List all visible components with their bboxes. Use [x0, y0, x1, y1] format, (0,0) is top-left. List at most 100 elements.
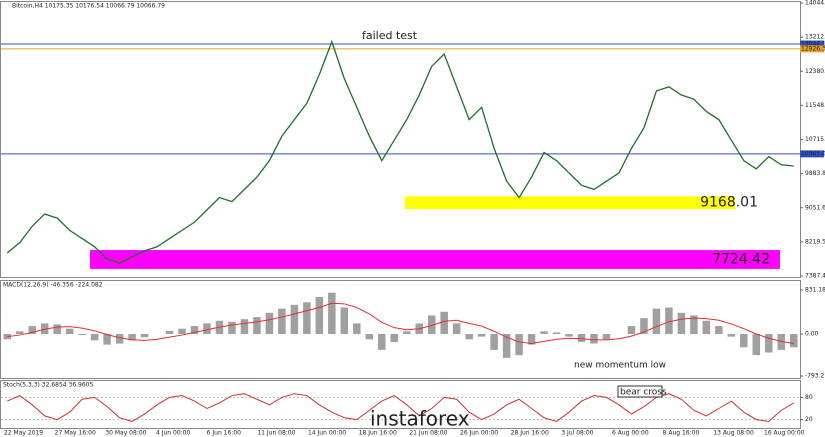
annotation: new momentum low	[574, 361, 666, 371]
macd-bar	[727, 334, 736, 337]
macd-bar	[702, 320, 711, 335]
macd-bar	[452, 323, 461, 335]
macd-bar	[477, 334, 486, 337]
y-tick-label: 13212.25	[805, 34, 825, 41]
macd-bar	[178, 328, 186, 335]
x-tick-label: 13 Aug 08:00	[713, 430, 754, 437]
y-tick-label: 11548.03	[805, 102, 825, 109]
y-tick-label: 12380.14	[805, 68, 825, 75]
level-label: 10365.08	[801, 150, 825, 157]
stoch-title: Stoch(5,3,3) 32.6854 36.9605	[3, 382, 94, 389]
y-tick-label: 8219.58	[805, 238, 825, 245]
x-tick-label: 30 May 08:00	[105, 430, 146, 437]
macd-signal	[7, 302, 794, 345]
macd-bar	[203, 323, 211, 335]
macd-bar	[390, 334, 399, 342]
y-tick-label: 10715.92	[805, 136, 825, 143]
macd-bar	[303, 302, 311, 335]
macd-bar	[228, 321, 236, 335]
macd-bar	[265, 312, 274, 335]
y-tick-label: 20	[805, 416, 813, 423]
x-tick-label: 27 May 16:00	[55, 430, 96, 437]
macd-bar	[540, 331, 548, 335]
macd-bar	[140, 334, 149, 338]
level-tag	[800, 150, 824, 158]
x-tick-label: 6 Jun 16:00	[207, 430, 241, 437]
macd-bar	[527, 334, 536, 345]
macd-bar	[253, 317, 261, 335]
macd-bar	[290, 304, 299, 335]
macd-bar	[402, 331, 411, 335]
y-tick-label: 14044.40	[805, 0, 825, 7]
macd-bar	[278, 308, 286, 335]
x-tick-label: 3 Jul 08:00	[561, 430, 593, 437]
macd-bar	[128, 334, 136, 341]
macd-bar	[590, 334, 598, 344]
stoch-panel	[0, 380, 801, 429]
macd-bar	[340, 307, 349, 335]
macd-bar	[440, 311, 448, 335]
macd-bar	[115, 334, 124, 344]
zone-label: 7724.42	[712, 251, 770, 267]
macd-bar	[190, 326, 199, 335]
watermark: instaforex	[370, 407, 470, 431]
y-tick-label: 831.18	[805, 287, 825, 294]
x-tick-label: 21 Jun 08:00	[409, 430, 447, 437]
macd-bar	[765, 334, 773, 353]
macd-bar	[740, 334, 748, 348]
macd-bar	[240, 319, 249, 335]
level-tag	[800, 40, 824, 48]
level-tag	[800, 45, 824, 53]
zone	[405, 196, 735, 210]
annotation-box	[617, 385, 663, 398]
x-tick-label: 14 Jun 00:00	[308, 430, 346, 437]
x-tick-label: 11 Jun 08:00	[257, 430, 295, 437]
macd-bar	[90, 334, 99, 341]
macd-title: MACD(12,26,9) -46.356 -224.082	[3, 282, 103, 289]
macd-bar	[15, 331, 24, 335]
macd-bar	[652, 308, 661, 335]
macd-bar	[690, 315, 698, 335]
macd-bar	[165, 330, 174, 335]
y-tick-label: 9051.69	[805, 204, 825, 211]
macd-bar	[378, 334, 386, 350]
macd-bar	[328, 292, 336, 335]
macd-bar	[552, 332, 561, 335]
macd-bar	[65, 328, 74, 335]
macd-bar	[40, 323, 49, 335]
y-tick-label: 80	[805, 394, 813, 401]
macd-bar	[365, 334, 374, 340]
macd-bar	[515, 334, 523, 356]
x-tick-label: 22 May 2019	[4, 430, 43, 437]
macd-bar	[53, 324, 61, 335]
macd-bar	[465, 334, 473, 340]
macd-bar	[577, 334, 586, 342]
x-tick-label: 28 Jun 16:00	[511, 430, 549, 437]
y-tick-label: -793.27	[805, 373, 825, 380]
macd-bar	[627, 326, 636, 335]
macd-bar	[752, 334, 761, 356]
macd-bar	[665, 307, 673, 335]
macd-bar	[602, 334, 611, 340]
annotation: failed test	[362, 29, 418, 42]
macd-bar	[502, 334, 511, 358]
x-tick-label: 6 Aug 00:00	[612, 430, 649, 437]
zone	[90, 250, 780, 269]
stoch-line	[7, 393, 795, 423]
y-tick-label: 7387.47	[805, 273, 825, 280]
macd-bar	[777, 334, 786, 350]
x-tick-label: 8 Aug 16:00	[663, 430, 700, 437]
macd-bar	[715, 326, 723, 335]
macd-bar	[565, 334, 573, 337]
macd-bar	[640, 318, 648, 335]
x-tick-label: 26 Jun 00:00	[460, 430, 498, 437]
y-tick-label: 0.00	[805, 331, 819, 338]
price-line	[6, 39, 794, 264]
y-tick-label: 9883.81	[805, 170, 825, 177]
macd-bar	[78, 334, 86, 336]
macd-bar	[790, 334, 798, 348]
macd-bar	[3, 334, 11, 340]
macd-bar	[427, 315, 436, 335]
zone-label: 9168.01	[700, 195, 758, 211]
